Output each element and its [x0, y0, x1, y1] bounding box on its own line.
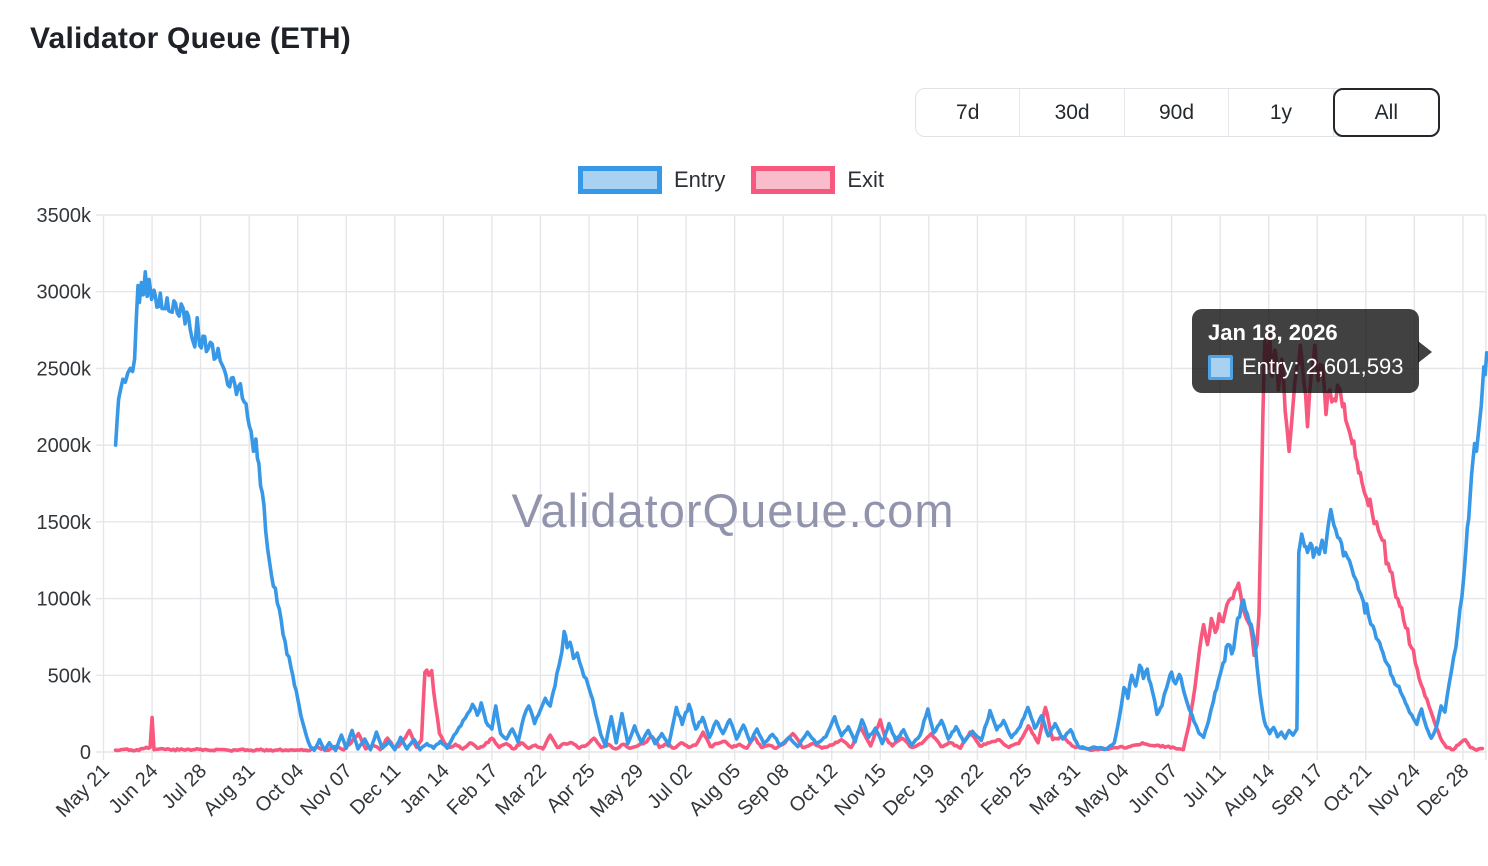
svg-text:Dec 28: Dec 28: [1413, 760, 1473, 820]
svg-text:Aug 14: Aug 14: [1219, 760, 1279, 820]
chart-tooltip: Jan 18, 2026 Entry: 2,601,593: [1192, 309, 1433, 393]
svg-text:500k: 500k: [48, 665, 92, 687]
svg-text:Aug 31: Aug 31: [199, 760, 259, 820]
svg-text:Sep 17: Sep 17: [1267, 760, 1327, 820]
svg-text:Mar 22: Mar 22: [491, 760, 551, 820]
tooltip-entry-value: Entry: 2,601,593: [1242, 354, 1404, 379]
tooltip-entry-swatch-icon: [1208, 354, 1233, 380]
legend-item-exit[interactable]: Exit: [751, 166, 884, 194]
y-axis-labels: 3500k 3000k 2500k 2000k 1500k 1000k 500k 0: [37, 205, 92, 764]
svg-text:Sep 08: Sep 08: [733, 760, 793, 820]
svg-text:1000k: 1000k: [37, 589, 92, 611]
svg-text:Aug 05: Aug 05: [685, 760, 745, 820]
tooltip-entry-row: Entry: 2,601,593: [1208, 354, 1403, 380]
range-selector: 7d 30d 90d 1y All: [915, 88, 1441, 137]
range-button-all[interactable]: All: [1332, 88, 1441, 137]
tooltip-caret-icon: [1418, 341, 1433, 363]
watermark: ValidatorQueue.com: [512, 484, 955, 537]
legend-label-entry: Entry: [674, 167, 726, 192]
svg-text:0: 0: [80, 742, 91, 764]
svg-text:Jun 07: Jun 07: [1124, 760, 1182, 818]
page-title: Validator Queue (ETH): [30, 22, 351, 55]
svg-text:Dec 19: Dec 19: [879, 760, 939, 820]
range-button-30d[interactable]: 30d: [1020, 89, 1125, 136]
svg-text:Feb 25: Feb 25: [977, 760, 1037, 820]
exit-swatch-icon: [751, 166, 836, 194]
chart-gridlines: [96, 214, 1487, 760]
svg-text:3500k: 3500k: [37, 205, 92, 227]
range-button-1y[interactable]: 1y: [1229, 89, 1334, 136]
svg-text:Jan 14: Jan 14: [396, 760, 454, 818]
svg-text:Dec 11: Dec 11: [346, 760, 405, 819]
chart-legend: Entry Exit: [578, 166, 884, 194]
entry-swatch-icon: [578, 166, 662, 194]
svg-text:2000k: 2000k: [37, 435, 92, 457]
svg-text:Nov 24: Nov 24: [1365, 760, 1425, 820]
svg-text:Nov 15: Nov 15: [830, 760, 890, 820]
series-line-exit: [113, 332, 1485, 753]
range-button-90d[interactable]: 90d: [1125, 89, 1230, 136]
svg-text:Jan 22: Jan 22: [930, 760, 988, 818]
svg-text:Feb 17: Feb 17: [443, 760, 503, 820]
svg-text:1500k: 1500k: [37, 512, 92, 534]
svg-text:May 29: May 29: [586, 760, 648, 822]
legend-item-entry[interactable]: Entry: [578, 166, 725, 194]
chart-series: [113, 270, 1488, 753]
svg-text:2500k: 2500k: [37, 358, 92, 380]
tooltip-date: Jan 18, 2026: [1208, 320, 1338, 345]
svg-text:3000k: 3000k: [37, 282, 92, 304]
range-button-7d[interactable]: 7d: [916, 89, 1021, 136]
svg-text:Jun 24: Jun 24: [105, 760, 163, 818]
legend-label-exit: Exit: [847, 167, 885, 192]
svg-text:May 21: May 21: [52, 760, 114, 822]
series-line-entry: [113, 270, 1488, 753]
svg-text:May 04: May 04: [1072, 760, 1134, 822]
svg-text:Nov 07: Nov 07: [296, 760, 356, 820]
